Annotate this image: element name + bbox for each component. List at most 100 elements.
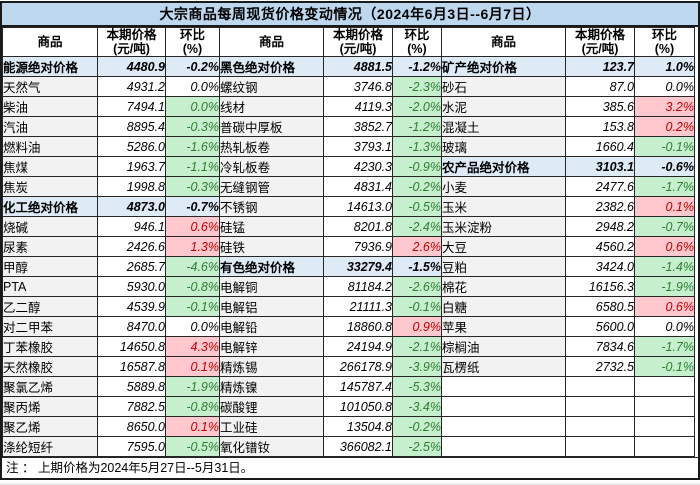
commodity-name-cell: 甲醇	[2, 256, 98, 277]
commodity-name-cell: 无缝钢管	[219, 176, 324, 197]
header-pct-2: 环比 (%)	[392, 27, 442, 57]
wow-change-cell: -0.5%	[165, 436, 220, 457]
current-price-cell: 385.6	[565, 96, 635, 117]
commodity-name-cell: 天然气	[2, 76, 98, 97]
wow-change-cell: -1.9%	[165, 376, 220, 397]
wow-change-cell: -1.2%	[392, 116, 442, 137]
wow-change-cell: -0.8%	[165, 276, 220, 297]
commodity-name-cell: 电解铝	[219, 296, 324, 317]
sheet-gridlines-strip	[0, 481, 700, 485]
table-row: 甲醇 2685.7 -4.6% 有色绝对价格 33279.4 -1.5% 豆粕 3424.0-…	[2, 256, 695, 277]
commodity-name-cell: 热轧板卷	[219, 136, 324, 157]
commodity-price-table: 商品 本期价格 (元/吨) 环比 (%) 商品 本期价格 (元/吨) 环比 (%…	[2, 27, 695, 457]
current-price-cell: 4560.2	[565, 236, 635, 257]
wow-change-cell: 4.3%	[165, 336, 220, 357]
wow-change-cell: 0.0%	[634, 316, 695, 337]
current-price-cell: 145787.4	[323, 376, 393, 397]
wow-change-cell: 0.9%	[392, 316, 442, 337]
commodity-name-cell: 电解铅	[219, 316, 324, 337]
header-pct-1: 环比 (%)	[165, 27, 220, 57]
header-price-line1: 本期价格	[332, 28, 383, 43]
wow-change-cell: -0.1%	[165, 296, 220, 317]
table-row: 聚乙烯 8650.0 0.1% 工业硅 13504.8 -0.2%	[2, 416, 695, 437]
header-pct-line2: (%)	[182, 42, 203, 56]
current-price-cell: 8650.0	[97, 416, 166, 437]
wow-change-cell: 0.6%	[634, 236, 695, 257]
current-price-cell: 8201.8	[323, 216, 393, 237]
commodity-name-cell: 矿产绝对价格	[441, 56, 566, 77]
wow-change-cell: -2.6%	[392, 276, 442, 297]
current-price-cell: 14613.0	[323, 196, 393, 217]
table-row: 烧碱 946.1 0.6% 硅锰 8201.8 -2.4% 玉米淀粉 2948.2 -0.7%	[2, 216, 695, 237]
wow-change-cell: 1.0%	[634, 56, 695, 77]
commodity-name-cell: 玉米淀粉	[441, 216, 566, 237]
current-price-cell: 153.8	[565, 116, 635, 137]
commodity-name-cell: 聚乙烯	[2, 416, 98, 437]
wow-change-cell: -0.2%	[392, 176, 442, 197]
commodity-name-cell: 燃料油	[2, 136, 98, 157]
wow-change-cell: 2.6%	[392, 236, 442, 257]
current-price-cell: 2732.5	[565, 356, 635, 377]
table-row: 对二甲苯 8470.0 0.0% 电解铅 18860.8 0.9% 苹果 5600.0 0.0%	[2, 316, 695, 337]
commodity-name-cell	[441, 436, 566, 457]
wow-change-cell: -0.5%	[392, 196, 442, 217]
current-price-cell: 87.0	[565, 76, 635, 97]
wow-change-cell: -0.1%	[392, 296, 442, 317]
wow-change-cell	[634, 396, 695, 417]
commodity-name-cell: 碳酸锂	[219, 396, 324, 417]
current-price-cell	[565, 416, 635, 437]
commodity-name-cell: 有色绝对价格	[219, 256, 324, 277]
current-price-cell: 2685.7	[97, 256, 166, 277]
current-price-cell: 4539.9	[97, 296, 166, 317]
commodity-name-cell: 化工绝对价格	[2, 196, 98, 217]
wow-change-cell: -0.7%	[634, 216, 695, 237]
header-price-1: 本期价格 (元/吨)	[97, 27, 166, 57]
commodity-name-cell: 烧碱	[2, 216, 98, 237]
commodity-name-cell: 尿素	[2, 236, 98, 257]
commodity-name-cell: 螺纹钢	[219, 76, 324, 97]
commodity-name-cell: 棉花	[441, 276, 566, 297]
commodity-name-cell: 黑色绝对价格	[219, 56, 324, 77]
current-price-cell: 4230.3	[323, 156, 393, 177]
current-price-cell: 5889.8	[97, 376, 166, 397]
table-row: 汽油 8895.4 -0.3% 普碳中厚板 3852.7 -1.2% 混凝土 153.8 0.2…	[2, 116, 695, 137]
current-price-cell: 1963.7	[97, 156, 166, 177]
wow-change-cell: 0.2%	[634, 116, 695, 137]
commodity-name-cell	[441, 416, 566, 437]
commodity-name-cell: 玉米	[441, 196, 566, 217]
current-price-cell: 2477.6	[565, 176, 635, 197]
current-price-cell: 4480.9	[97, 56, 166, 77]
commodity-name-cell: 柴油	[2, 96, 98, 117]
current-price-cell: 5930.0	[97, 276, 166, 297]
current-price-cell: 101050.8	[323, 396, 393, 417]
wow-change-cell: 3.2%	[634, 96, 695, 117]
current-price-cell: 946.1	[97, 216, 166, 237]
current-price-cell: 1998.8	[97, 176, 166, 197]
current-price-cell: 366082.1	[323, 436, 393, 457]
table-row: 丁苯橡胶 14650.8 4.3% 电解锌 24194.9 -2.1% 棕榈油 7834.6-…	[2, 336, 695, 357]
wow-change-cell: -1.7%	[634, 176, 695, 197]
commodity-name-cell	[441, 376, 566, 397]
wow-change-cell: -1.5%	[392, 256, 442, 277]
current-price-cell: 5286.0	[97, 136, 166, 157]
wow-change-cell: -0.7%	[165, 196, 220, 217]
wow-change-cell: -0.1%	[634, 136, 695, 157]
current-price-cell: 4831.4	[323, 176, 393, 197]
table-row: 涤纶短纤 7595.0 -0.5% 氧化镨钕 366082.1 -2.5%	[2, 436, 695, 457]
commodity-name-cell: 豆粕	[441, 256, 566, 277]
header-price-line2: (元/吨)	[113, 42, 150, 56]
current-price-cell: 18860.8	[323, 316, 393, 337]
current-price-cell: 4873.0	[97, 196, 166, 217]
current-price-cell: 7936.9	[323, 236, 393, 257]
wow-change-cell: -0.3%	[165, 176, 220, 197]
commodity-name-cell: 线材	[219, 96, 324, 117]
header-pct-3: 环比 (%)	[634, 27, 695, 57]
table-row: 聚丙烯 7882.5 -0.8% 碳酸锂 101050.8 -3.4%	[2, 396, 695, 417]
wow-change-cell: -0.1%	[634, 356, 695, 377]
wow-change-cell: -1.9%	[634, 276, 695, 297]
table-row: 焦煤 1963.7 -1.1% 冷轧板卷 4230.3 -0.9% 农产品绝对价格 3103.…	[2, 156, 695, 177]
table-row: 焦炭 1998.8 -0.3% 无缝钢管 4831.4 -0.2% 小麦 2477.6 -1.7…	[2, 176, 695, 197]
current-price-cell: 4119.3	[323, 96, 393, 117]
wow-change-cell: 0.0%	[165, 96, 220, 117]
current-price-cell: 4881.5	[323, 56, 393, 77]
